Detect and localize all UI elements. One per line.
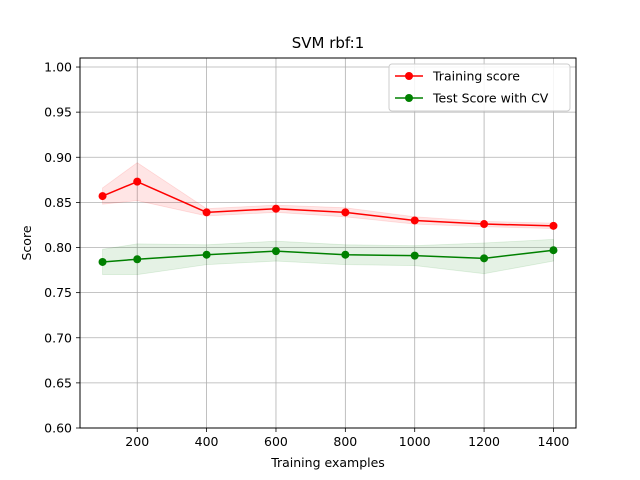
test-score-point <box>480 254 489 263</box>
y-tick-label: 0.85 <box>44 195 72 210</box>
training-score-point <box>480 220 489 229</box>
test-score-point <box>98 257 107 266</box>
legend-box <box>388 63 571 112</box>
legend-label-test-score: Test Score with CV <box>432 91 549 106</box>
x-tick-label: 1000 <box>399 434 431 449</box>
training-score-line <box>102 180 554 227</box>
y-tick-label: 0.75 <box>44 285 72 300</box>
y-tick-label: 0.95 <box>44 105 72 120</box>
training-score-point <box>271 204 280 213</box>
x-tick-label: 1200 <box>468 434 500 449</box>
training-score-point <box>202 208 211 217</box>
legend-label-training-score: Training score <box>432 69 520 84</box>
chart-title: SVM rbf:1 <box>292 34 365 52</box>
training-score-point <box>98 192 107 201</box>
series-lines <box>102 180 554 263</box>
x-tick-label: 200 <box>125 434 149 449</box>
y-axis-label: Score <box>19 225 34 260</box>
test-score-point <box>549 246 558 255</box>
test-score-point <box>271 247 280 256</box>
legend: Training score Test Score with CV <box>388 63 571 112</box>
y-tick-label: 1.00 <box>44 60 72 75</box>
test-score-std-band <box>102 238 554 275</box>
y-tick-label: 0.70 <box>44 330 72 345</box>
axis-ticks: 200 400 600 800 1000 1200 1400 0.60 0.65 0.70 0.75… <box>44 60 569 449</box>
y-tick-label: 0.60 <box>44 421 72 436</box>
test-score-point <box>133 255 142 264</box>
plot-frame <box>79 57 577 429</box>
legend-marker-training-score <box>405 72 413 80</box>
x-tick-label: 400 <box>195 434 219 449</box>
test-score-line <box>102 249 554 263</box>
x-tick-label: 1400 <box>538 434 570 449</box>
training-score-point <box>410 216 419 225</box>
y-tick-label: 0.65 <box>44 375 72 390</box>
x-tick-label: 600 <box>264 434 288 449</box>
training-score-point <box>549 221 558 230</box>
test-score-point <box>202 250 211 259</box>
legend-marker-test-score <box>405 94 413 102</box>
training-score-point <box>133 177 142 186</box>
x-tick-label: 800 <box>333 434 357 449</box>
test-score-point <box>341 250 350 259</box>
series-points <box>98 177 558 266</box>
y-tick-label: 0.90 <box>44 150 72 165</box>
training-score-point <box>341 208 350 217</box>
y-tick-label: 0.80 <box>44 240 72 255</box>
test-score-point <box>410 251 419 260</box>
x-axis-label: Training examples <box>270 455 385 470</box>
